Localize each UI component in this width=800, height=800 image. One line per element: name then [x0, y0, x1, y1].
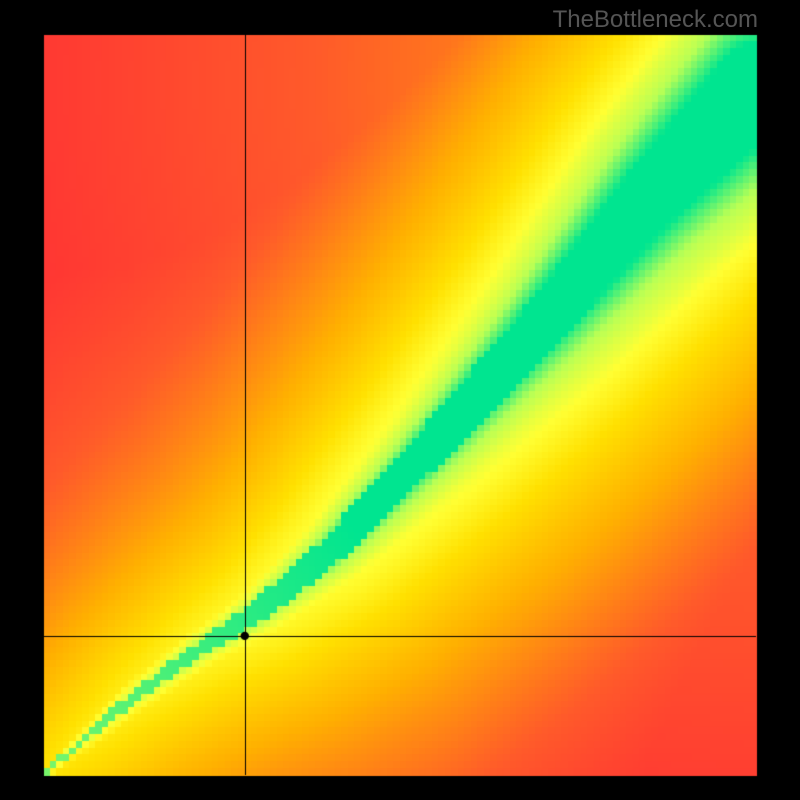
chart-container: TheBottleneck.com [0, 0, 800, 800]
bottleneck-heatmap [0, 0, 800, 800]
watermark-text: TheBottleneck.com [553, 6, 758, 34]
